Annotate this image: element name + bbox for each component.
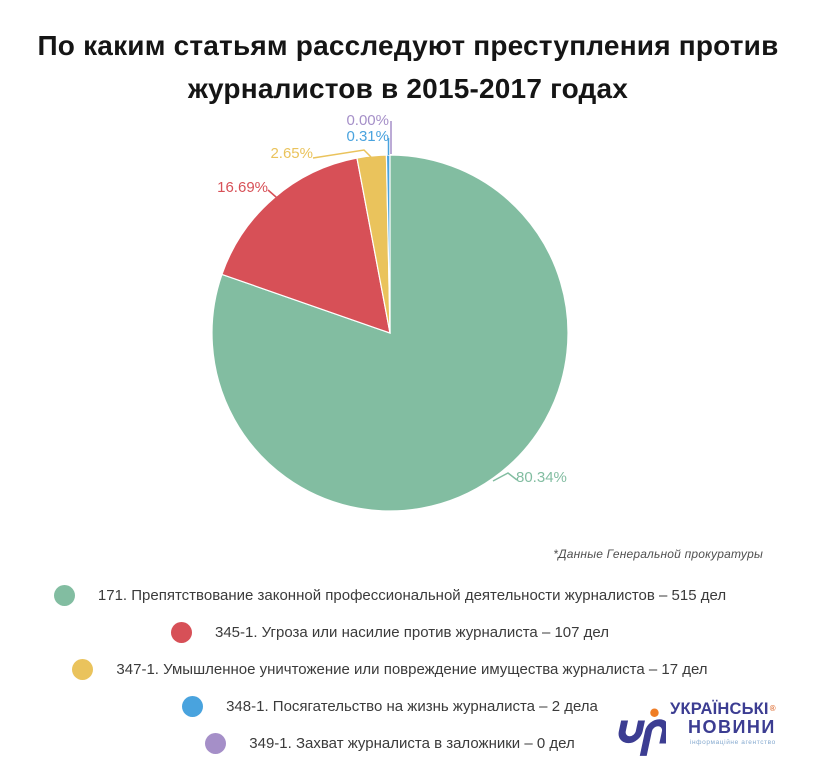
leader-line-345-1 bbox=[267, 189, 285, 205]
pie-slices bbox=[211, 154, 569, 512]
legend-item-171: 171. Препятствование законной профессион… bbox=[53, 585, 727, 606]
legend-item-347-1: 347-1. Умышленное уничтожение или повреж… bbox=[72, 659, 708, 680]
slice-label-348-1: 0.31% bbox=[346, 128, 389, 145]
pie-slice-345-1 bbox=[221, 157, 391, 334]
uanews-logo: УКРАЇНСЬКІ® НОВИНИ інформаційне агентств… bbox=[606, 700, 776, 760]
legend-dot-171 bbox=[53, 585, 75, 606]
leader-line-347-1 bbox=[312, 149, 372, 159]
uanews-logo-text: УКРАЇНСЬКІ® НОВИНИ інформаційне агентств… bbox=[670, 700, 776, 746]
slice-label-345-1: 16.69% bbox=[217, 179, 268, 196]
chart-title-line1: По каким статьям расследуют преступления… bbox=[37, 30, 779, 61]
registered-mark: ® bbox=[769, 704, 776, 713]
legend-item-348-1: 348-1. Посягательство на жизнь журналист… bbox=[182, 696, 598, 717]
legend: 171. Препятствование законной профессион… bbox=[0, 585, 780, 754]
logo-brand-line1: УКРАЇНСЬКІ® bbox=[670, 700, 776, 718]
logo-orange-dot bbox=[650, 708, 659, 717]
legend-label: 348-1. Посягательство на жизнь журналист… bbox=[226, 698, 598, 715]
legend-label: 349-1. Захват журналиста в заложники – 0… bbox=[249, 735, 575, 752]
legend-dot-347-1 bbox=[72, 659, 94, 680]
chart-title: По каким статьям расследуют преступления… bbox=[0, 24, 816, 110]
source-note: *Данные Генеральной прокуратуры bbox=[553, 547, 763, 561]
slice-label-349-1: 0.00% bbox=[346, 112, 389, 129]
logo-brand-line2: НОВИНИ bbox=[687, 717, 776, 737]
legend-dot-348-1 bbox=[182, 696, 204, 717]
legend-item-349-1: 349-1. Захват журналиста в заложники – 0… bbox=[205, 733, 575, 754]
chart-title-line2: журналистов в 2015-2017 годах bbox=[187, 73, 629, 104]
logo-tagline: інформаційне агентство bbox=[689, 739, 776, 746]
legend-dot-349-1 bbox=[205, 733, 227, 754]
slice-label-347-1: 2.65% bbox=[270, 145, 313, 162]
legend-label: 171. Препятствование законной профессион… bbox=[97, 587, 727, 604]
pie-slice-348-1 bbox=[385, 154, 391, 334]
legend-item-345-1: 345-1. Угроза или насилие против журнали… bbox=[170, 622, 609, 643]
slice-label-171: 80.34% bbox=[516, 469, 567, 486]
legend-dot-345-1 bbox=[170, 622, 192, 643]
legend-label: 347-1. Умышленное уничтожение или повреж… bbox=[116, 661, 708, 678]
leader-line-171 bbox=[492, 472, 518, 482]
legend-label: 345-1. Угроза или насилие против журнали… bbox=[214, 624, 609, 641]
uanews-logo-icon bbox=[618, 708, 666, 756]
